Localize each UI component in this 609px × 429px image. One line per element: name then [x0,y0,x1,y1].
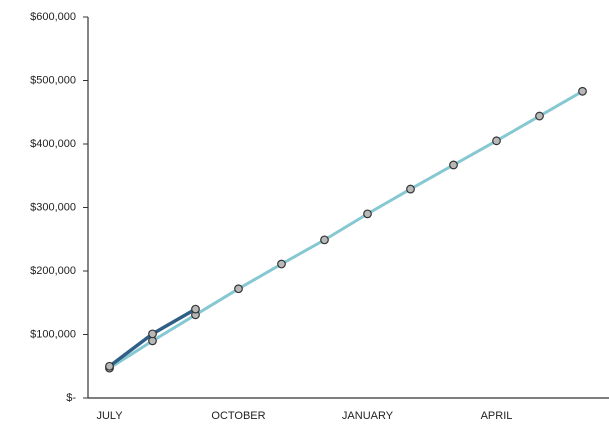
y-tick-label: $- [66,392,76,404]
y-tick-label: $500,000 [30,74,76,86]
y-tick-label: $200,000 [30,265,76,277]
point-marker [449,160,458,170]
point-marker [234,284,243,294]
point-marker [363,209,372,219]
point-marker [191,304,200,314]
point-marker [578,86,587,96]
y-tick-label: $100,000 [30,328,76,340]
y-tick-label: $300,000 [30,201,76,213]
x-tick-label: APRIL [481,410,513,422]
point-marker [148,329,157,339]
x-tick-label: JANUARY [342,410,394,422]
point-marker [492,136,501,146]
point-marker [277,259,286,269]
point-marker [406,184,415,194]
point-marker [535,111,544,121]
y-tick-label: $400,000 [30,138,76,150]
point-marker [320,235,329,245]
x-tick-label: OCTOBER [211,410,265,422]
x-tick-label: JULY [96,410,123,422]
y-tick-label: $600,000 [30,11,76,23]
point-marker [105,361,114,371]
series-line [108,89,584,370]
